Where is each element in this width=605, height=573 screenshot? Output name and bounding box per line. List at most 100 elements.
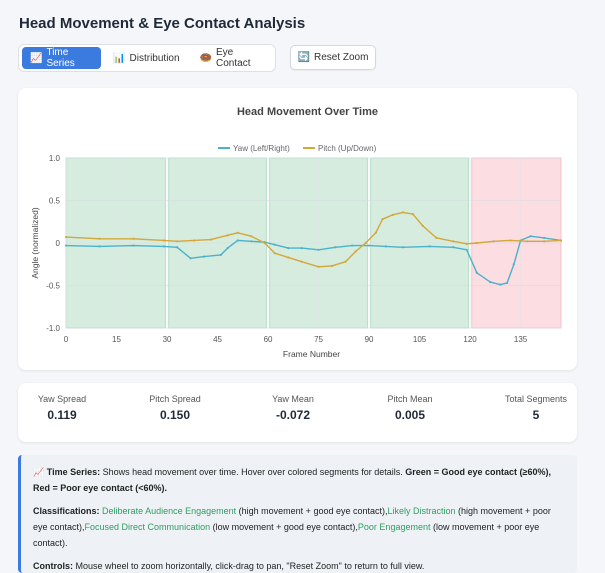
y-tick-label: 0 — [56, 239, 61, 248]
data-point — [192, 239, 196, 242]
data-point — [176, 240, 179, 243]
data-point — [287, 256, 290, 259]
data-point — [219, 253, 222, 256]
data-point — [354, 250, 357, 253]
data-point — [98, 237, 101, 240]
data-point — [300, 260, 303, 263]
data-point — [374, 231, 377, 234]
x-tick-label: 135 — [514, 335, 528, 344]
info-title: Time Series: — [46, 467, 101, 477]
data-point — [209, 238, 212, 241]
donut-icon: 🍩 — [199, 52, 213, 64]
x-tick-label: 30 — [163, 335, 172, 344]
tab-label: Eye Contact — [216, 47, 251, 69]
stats-card: Yaw Spread 0.119 Pitch Spread 0.150 Yaw … — [18, 383, 577, 442]
data-point — [273, 243, 276, 246]
refresh-icon: 🔄 — [297, 52, 310, 63]
data-point — [411, 213, 414, 216]
data-point — [489, 281, 492, 284]
x-tick-label: 0 — [64, 335, 69, 344]
data-point — [162, 239, 165, 242]
controls-title: Controls: — [33, 561, 73, 571]
chart-card: Head Movement Over Time Yaw (Left/Right) P… — [18, 88, 577, 370]
controls-info: Controls: Mouse wheel to zoom horizontal… — [33, 558, 565, 573]
tab-distribution[interactable]: 📊 Distribution — [105, 47, 187, 69]
data-point — [263, 241, 266, 245]
legend-label: Pitch (Up/Down) — [318, 144, 377, 153]
data-point — [300, 247, 303, 250]
data-point — [509, 239, 512, 242]
data-point — [250, 235, 253, 238]
chart-title: Head Movement Over Time — [237, 106, 378, 118]
data-point — [64, 244, 68, 247]
data-point — [226, 247, 229, 250]
tab-time-series[interactable]: 📈 Time Series — [22, 47, 102, 69]
view-tabs: 📈 Time Series 📊 Distribution 🍩 Eye Conta… — [18, 44, 276, 72]
class-desc: (low movement + poor eye contact). — [33, 522, 540, 548]
stat-label: Total Segments — [504, 394, 568, 404]
data-point — [330, 264, 334, 268]
data-point — [250, 240, 253, 243]
tab-eye-contact[interactable]: 🍩 Eye Contact — [192, 47, 272, 69]
class-desc: (high movement + good eye contact), — [236, 506, 388, 516]
data-point — [364, 241, 367, 245]
data-point — [391, 213, 394, 217]
class-name: Poor Engagement — [357, 522, 431, 532]
page-title: Head Movement & Eye Contact Analysis — [19, 15, 306, 32]
data-point — [506, 281, 509, 285]
tab-label: Distribution — [129, 52, 180, 64]
reset-zoom-label: Reset Zoom — [313, 52, 369, 63]
y-axis-label: Angle (normalized) — [30, 207, 40, 279]
data-point — [236, 239, 239, 242]
legend-label: Yaw (Left/Right) — [233, 144, 290, 153]
data-point — [317, 248, 320, 251]
data-point — [334, 246, 337, 249]
stat-pitch-spread: Pitch Spread 0.150 — [130, 394, 220, 422]
x-tick-label: 60 — [264, 335, 273, 344]
stat-label: Yaw Spread — [37, 394, 87, 404]
line-chart[interactable]: Head Movement Over Time Yaw (Left/Right) P… — [18, 88, 577, 370]
class-desc: (high movement + poor eye contact), — [33, 506, 551, 532]
data-point — [465, 242, 468, 245]
data-point — [475, 271, 478, 274]
data-point — [189, 257, 192, 260]
data-point — [236, 231, 239, 234]
data-point — [367, 244, 371, 247]
data-point — [529, 235, 532, 238]
y-tick-label: -1.0 — [46, 324, 60, 333]
data-point — [452, 240, 455, 243]
x-tick-label: 75 — [314, 335, 323, 344]
x-tick-label: 105 — [413, 335, 427, 344]
reset-zoom-button[interactable]: 🔄 Reset Zoom — [290, 45, 376, 70]
class-desc: (low movement + good eye contact), — [210, 522, 358, 532]
stat-total-segments: Total Segments 5 — [491, 394, 581, 422]
x-axis-label: Frame Number — [283, 349, 340, 359]
stat-value: 0.119 — [47, 408, 77, 422]
stat-label: Pitch Spread — [149, 394, 201, 404]
stat-value: 5 — [532, 408, 540, 422]
stat-yaw-spread: Yaw Spread 0.119 — [17, 394, 107, 422]
data-point — [499, 283, 502, 286]
data-point — [475, 241, 478, 245]
data-point — [344, 260, 347, 263]
data-point — [381, 218, 384, 221]
x-tick-label: 45 — [213, 335, 222, 344]
stat-label: Pitch Mean — [387, 394, 433, 404]
data-point — [98, 245, 101, 248]
data-point — [543, 240, 546, 243]
data-point — [273, 252, 276, 255]
data-point — [401, 211, 404, 214]
data-point — [351, 244, 354, 247]
x-tick-label: 90 — [365, 335, 374, 344]
data-point — [317, 265, 320, 268]
data-point — [64, 235, 68, 239]
info-legend: Green = Good eye contact (≥60%), Red = P… — [33, 467, 551, 493]
data-point — [492, 240, 495, 243]
data-point — [465, 248, 468, 251]
data-point — [132, 244, 135, 247]
controls-text: Mouse wheel to zoom horizontally, click-… — [73, 561, 425, 571]
data-point — [132, 237, 135, 240]
data-point — [526, 240, 529, 243]
y-tick-label: 1.0 — [49, 154, 61, 163]
classifications-title: Classifications: — [33, 506, 100, 516]
